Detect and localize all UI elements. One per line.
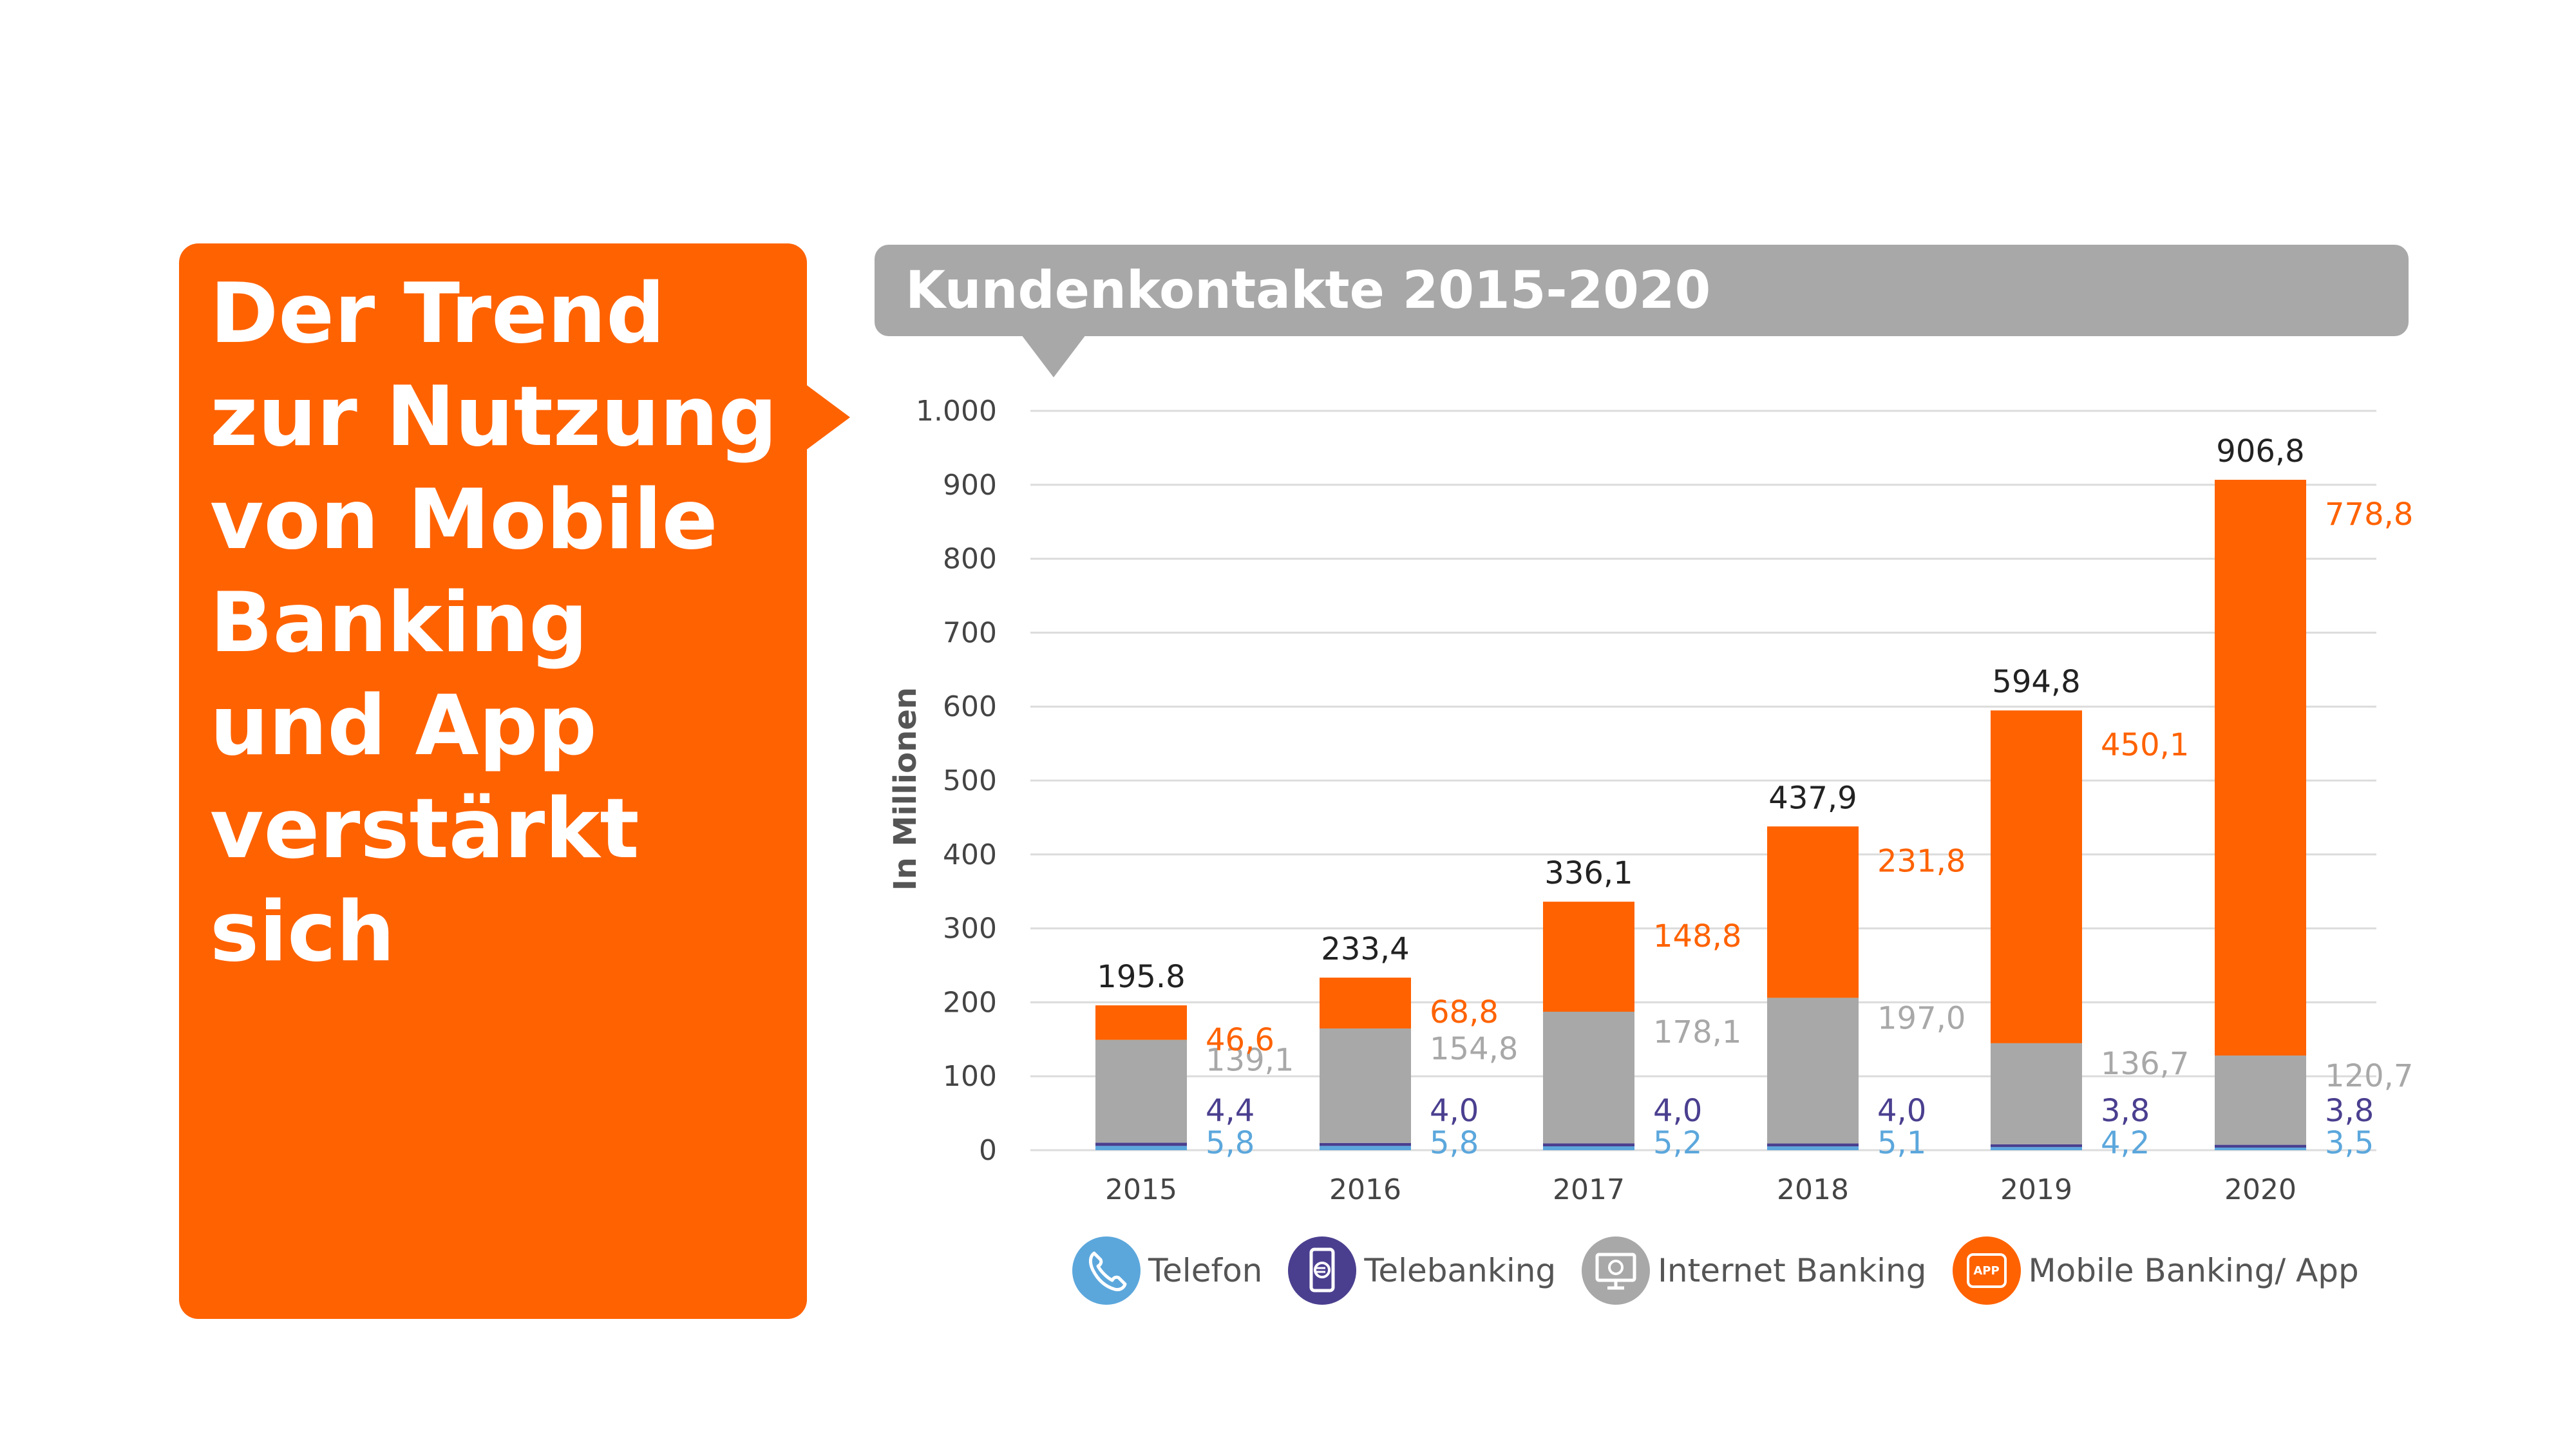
data-label-internet-banking-2020: 120,7: [2325, 1058, 2413, 1094]
y-tick-label: 1.000: [916, 395, 997, 428]
y-tick-label: 700: [943, 616, 997, 649]
data-label-telefon-2019: 4,2: [2101, 1125, 2150, 1161]
bar-segment-telefon-2019: [1991, 1147, 2082, 1150]
bar-segment-mobile-app-2016: [1320, 978, 1411, 1029]
x-category-label-2019: 2019: [2000, 1173, 2072, 1206]
bar-segment-internet-banking-2018: [1767, 998, 1859, 1144]
total-label-2020: 906,8: [2216, 433, 2304, 469]
total-label-2016: 233,4: [1321, 931, 1409, 967]
y-tick-label: 100: [943, 1060, 997, 1093]
data-label-telebanking-2017: 4,0: [1653, 1093, 1702, 1129]
bar-segment-internet-banking-2015: [1095, 1039, 1187, 1143]
y-tick-label: 400: [943, 838, 997, 871]
bar-segment-mobile-app-2020: [2215, 479, 2306, 1056]
y-tick-label: 0: [979, 1134, 997, 1167]
total-label-2015: 195.8: [1097, 959, 1185, 995]
total-label-2017: 336,1: [1544, 855, 1633, 891]
legend-item-3: Internet Banking: [1582, 1236, 1927, 1305]
data-label-telebanking-2018: 4,0: [1877, 1093, 1926, 1129]
y-tick-label: 600: [943, 690, 997, 723]
phone-icon: [1072, 1236, 1141, 1305]
bar-segment-mobile-app-2017: [1543, 902, 1634, 1012]
x-category-label-2018: 2018: [1777, 1173, 1849, 1206]
bar-segment-telebanking-2016: [1320, 1142, 1411, 1146]
data-label-mobile-app-2017: 148,8: [1653, 918, 1741, 954]
bar-segment-internet-banking-2016: [1320, 1028, 1411, 1143]
bar-segment-mobile-app-2019: [1991, 710, 2082, 1043]
mobile-euro-icon: [1288, 1236, 1357, 1305]
bars: [1095, 479, 2306, 1150]
data-label-mobile-app-2020: 778,8: [2325, 497, 2413, 533]
legend-label: Internet Banking: [1658, 1252, 1927, 1289]
title-bar-pointer: [1021, 335, 1086, 377]
data-label-telebanking-2016: 4,0: [1430, 1093, 1479, 1129]
data-label-telefon-2020: 3,5: [2325, 1125, 2374, 1161]
data-label-internet-banking-2015: 139,1: [1206, 1043, 1294, 1079]
y-axis-label: In Millionen: [887, 687, 923, 891]
x-category-label-2016: 2016: [1329, 1173, 1401, 1206]
total-label-2019: 594,8: [1992, 664, 2080, 700]
app-icon: APP: [1952, 1236, 2021, 1305]
chart-title-bar: Kundenkontakte 2015-2020: [875, 245, 2409, 377]
y-axis-ticks: 0 100 200 300 400 500 600 700 800 900 1.000: [916, 395, 997, 1167]
data-label-telefon-2017: 5,2: [1653, 1125, 1702, 1161]
bar-segment-telebanking-2020: [2215, 1144, 2306, 1148]
y-tick-label: 500: [943, 764, 997, 797]
gridlines: [1030, 410, 2376, 1151]
y-tick-label: 800: [943, 543, 997, 576]
y-tick-label: 300: [943, 913, 997, 945]
bar-segment-telefon-2018: [1767, 1146, 1859, 1150]
legend-label: Mobile Banking/ App: [2028, 1252, 2359, 1289]
bar-segment-mobile-app-2018: [1767, 826, 1859, 998]
total-label-2018: 437,9: [1768, 780, 1857, 816]
data-label-internet-banking-2017: 178,1: [1653, 1014, 1741, 1050]
bar-segment-telebanking-2015: [1095, 1142, 1187, 1146]
app-badge: APP: [1966, 1253, 2007, 1288]
data-label-mobile-app-2019: 450,1: [2101, 727, 2189, 763]
bar-segment-telebanking-2017: [1543, 1143, 1634, 1147]
data-label-mobile-app-2018: 231,8: [1877, 843, 1965, 879]
headline-text: Der Trend zur Nutzung von Mobile Banking…: [210, 266, 778, 980]
data-label-telefon-2018: 5,1: [1877, 1125, 1926, 1161]
data-label-telebanking-2019: 3,8: [2101, 1093, 2150, 1129]
data-labels: 195.85,84,4139,146,6233,45,84,0154,868,8…: [1097, 433, 2413, 1161]
data-label-internet-banking-2018: 197,0: [1877, 1000, 1965, 1036]
data-label-internet-banking-2016: 154,8: [1430, 1031, 1518, 1067]
data-label-telebanking-2015: 4,4: [1206, 1093, 1255, 1129]
chart-title: Kundenkontakte 2015-2020: [905, 260, 1711, 320]
monitor-euro-icon: [1582, 1236, 1651, 1305]
bar-segment-telefon-2016: [1320, 1146, 1411, 1150]
bar-segment-telefon-2015: [1095, 1146, 1187, 1150]
speech-bubble-tail: [805, 384, 850, 451]
data-label-telefon-2015: 5,8: [1206, 1125, 1255, 1161]
bar-segment-internet-banking-2019: [1991, 1043, 2082, 1144]
bar-segment-telebanking-2018: [1767, 1143, 1859, 1147]
legend: Telefon Telebanking Internet Banking APP Mob…: [1072, 1235, 2385, 1306]
x-category-label-2015: 2015: [1105, 1173, 1177, 1206]
y-tick-label: 900: [943, 469, 997, 502]
x-axis-categories: 2015 2016 2017 2018 2019 2020: [1105, 1173, 2297, 1206]
legend-item-1: Telefon: [1072, 1236, 1262, 1305]
bar-segment-telebanking-2019: [1991, 1144, 2082, 1148]
x-category-label-2017: 2017: [1553, 1173, 1625, 1206]
legend-label: Telefon: [1148, 1252, 1263, 1289]
data-label-telebanking-2020: 3,8: [2325, 1093, 2374, 1129]
data-label-mobile-app-2016: 68,8: [1430, 994, 1499, 1030]
x-category-label-2020: 2020: [2224, 1173, 2297, 1206]
data-label-telefon-2016: 5,8: [1430, 1125, 1479, 1161]
bar-segment-telefon-2017: [1543, 1146, 1634, 1150]
legend-item-4: APP Mobile Banking/ App: [1952, 1236, 2359, 1305]
legend-item-2: Telebanking: [1288, 1236, 1556, 1305]
bar-segment-telefon-2020: [2215, 1147, 2306, 1150]
headline-card: Der Trend zur Nutzung von Mobile Banking…: [179, 243, 850, 1319]
bar-segment-internet-banking-2017: [1543, 1011, 1634, 1144]
y-tick-label: 200: [943, 986, 997, 1019]
bar-segment-mobile-app-2015: [1095, 1005, 1187, 1040]
bar-segment-internet-banking-2020: [2215, 1056, 2306, 1145]
data-label-mobile-app-2015: 46,6: [1206, 1022, 1274, 1058]
legend-label: Telebanking: [1364, 1252, 1557, 1289]
data-label-internet-banking-2019: 136,7: [2101, 1046, 2189, 1082]
